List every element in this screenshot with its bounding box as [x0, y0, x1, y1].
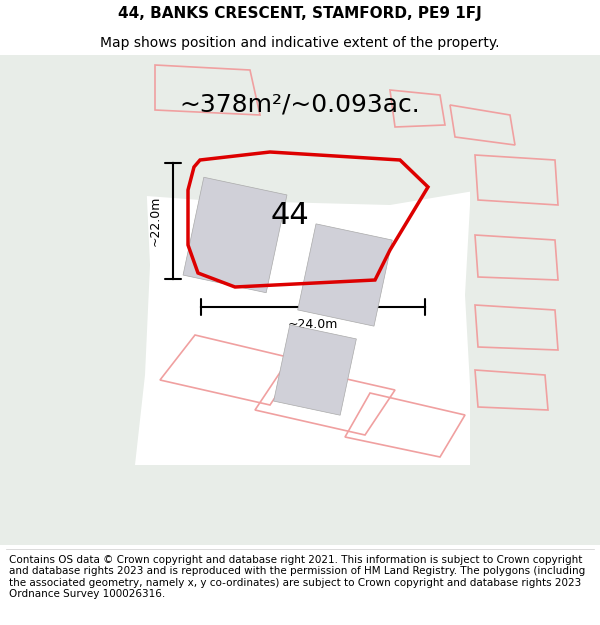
Polygon shape [274, 325, 356, 415]
Text: ~378m²/~0.093ac.: ~378m²/~0.093ac. [179, 93, 421, 117]
Text: 44: 44 [271, 201, 310, 229]
Polygon shape [0, 55, 600, 205]
Text: ~22.0m: ~22.0m [149, 196, 161, 246]
Polygon shape [183, 177, 287, 292]
Polygon shape [130, 125, 470, 465]
Polygon shape [0, 55, 150, 465]
Polygon shape [465, 55, 600, 465]
Polygon shape [0, 465, 600, 545]
Text: 44, BANKS CRESCENT, STAMFORD, PE9 1FJ: 44, BANKS CRESCENT, STAMFORD, PE9 1FJ [118, 6, 482, 21]
Text: Map shows position and indicative extent of the property.: Map shows position and indicative extent… [100, 36, 500, 50]
Text: Contains OS data © Crown copyright and database right 2021. This information is : Contains OS data © Crown copyright and d… [9, 554, 585, 599]
Polygon shape [298, 224, 392, 326]
Text: ~24.0m: ~24.0m [288, 319, 338, 331]
